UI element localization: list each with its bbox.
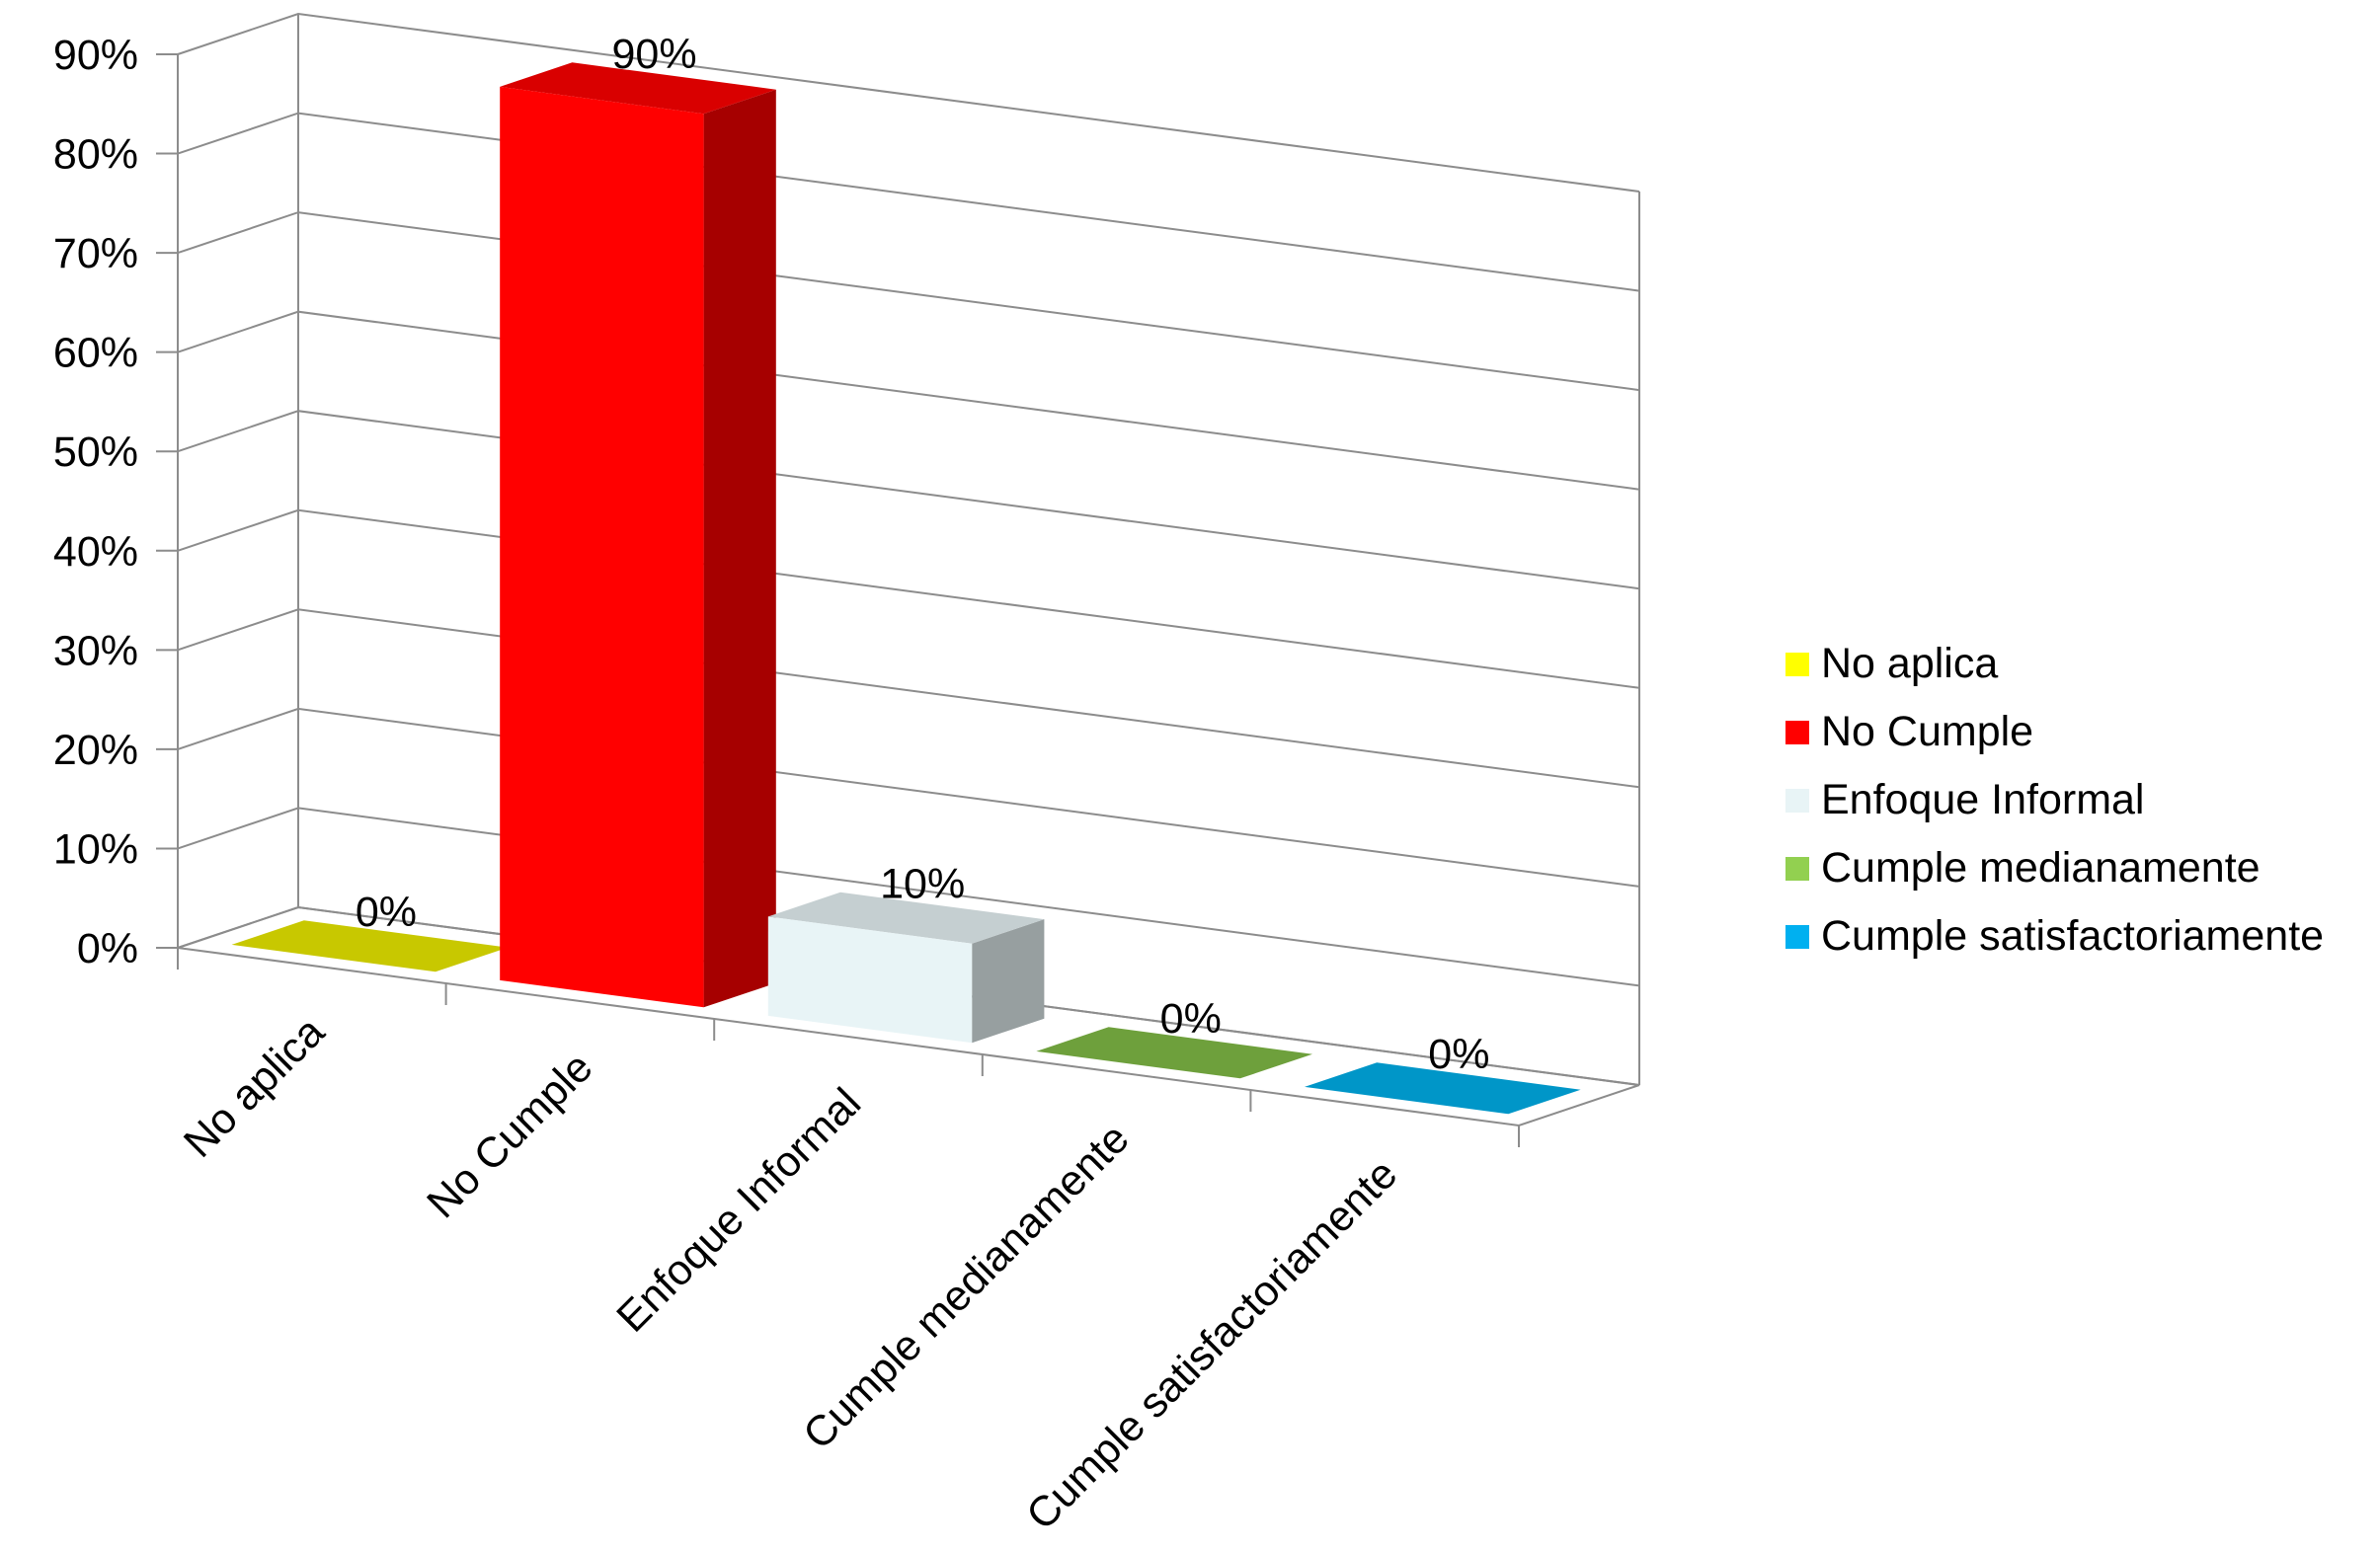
data-label: 90% bbox=[612, 31, 697, 78]
legend-item: Enfoque Informal bbox=[1785, 766, 2324, 834]
bar-front bbox=[500, 86, 704, 1008]
legend-swatch bbox=[1785, 788, 1809, 813]
legend-label: Cumple medianamente bbox=[1821, 844, 2261, 892]
bar-flat bbox=[1036, 1027, 1312, 1079]
gridline bbox=[177, 112, 1640, 292]
legend-swatch bbox=[1785, 924, 1809, 949]
data-label: 0% bbox=[1160, 995, 1222, 1043]
y-tick-label: 0% bbox=[77, 925, 138, 972]
y-tick-label: 80% bbox=[53, 131, 138, 179]
x-tick-label: Cumple medianamente bbox=[794, 1115, 1138, 1458]
y-tick-label: 20% bbox=[53, 727, 138, 774]
y-tick-label: 90% bbox=[53, 32, 138, 79]
legend-label: No aplica bbox=[1821, 640, 1999, 687]
y-tick-label: 30% bbox=[53, 627, 138, 674]
y-tick-label: 40% bbox=[53, 528, 138, 576]
legend-label: Cumple satisfactoriamente bbox=[1821, 912, 2325, 960]
bar bbox=[1305, 1062, 1581, 1115]
bar bbox=[767, 892, 1045, 1044]
x-tick-label: Enfoque Informal bbox=[608, 1079, 871, 1342]
legend-label: No Cumple bbox=[1821, 708, 2034, 755]
gridline bbox=[177, 12, 1640, 193]
x-tick-label: No Cumple bbox=[418, 1044, 601, 1227]
bars bbox=[231, 62, 1581, 1115]
legend-label: Enfoque Informal bbox=[1821, 776, 2145, 823]
y-tick-label: 50% bbox=[53, 428, 138, 476]
bar-flat bbox=[231, 920, 509, 972]
bar bbox=[1036, 1027, 1312, 1079]
bar-side bbox=[972, 919, 1045, 1044]
gridline bbox=[177, 508, 1640, 689]
x-tick-label: No aplica bbox=[175, 1008, 334, 1167]
bar-front bbox=[767, 916, 973, 1044]
bar bbox=[231, 920, 509, 972]
legend-swatch bbox=[1785, 720, 1809, 744]
gridlines bbox=[177, 12, 1640, 1086]
bar-top bbox=[767, 892, 1045, 944]
legend-item: Cumple satisfactoriamente bbox=[1785, 902, 2324, 971]
floor bbox=[177, 905, 1640, 1127]
legend-item: No Cumple bbox=[1785, 698, 2324, 766]
legend-item: No aplica bbox=[1785, 630, 2324, 698]
gridline bbox=[177, 310, 1640, 491]
bar bbox=[500, 62, 776, 1008]
bar-flat bbox=[1305, 1062, 1581, 1115]
y-tick-label: 70% bbox=[53, 230, 138, 277]
axes: 0% 10% 20% 30% 40% 50% 60% 70% 80% 90% No aplica No… bbox=[53, 32, 1640, 1539]
data-label: 0% bbox=[356, 889, 417, 936]
bar-top bbox=[500, 62, 776, 115]
bar-side bbox=[703, 89, 776, 1008]
legend-item: Cumple medianamente bbox=[1785, 834, 2324, 902]
data-label: 10% bbox=[880, 860, 965, 907]
y-tick-label: 60% bbox=[53, 330, 138, 377]
legend-swatch bbox=[1785, 652, 1809, 676]
gridline bbox=[177, 608, 1640, 789]
legend-swatch bbox=[1785, 856, 1809, 881]
gridline bbox=[177, 410, 1640, 590]
data-labels: 0% 90% 10% 0% 0% bbox=[356, 31, 1490, 1078]
legend: No aplica No Cumple Enfoque Informal Cum… bbox=[1785, 630, 2324, 971]
data-label: 0% bbox=[1428, 1031, 1489, 1078]
gridline bbox=[177, 211, 1640, 392]
y-tick-label: 10% bbox=[53, 825, 138, 873]
